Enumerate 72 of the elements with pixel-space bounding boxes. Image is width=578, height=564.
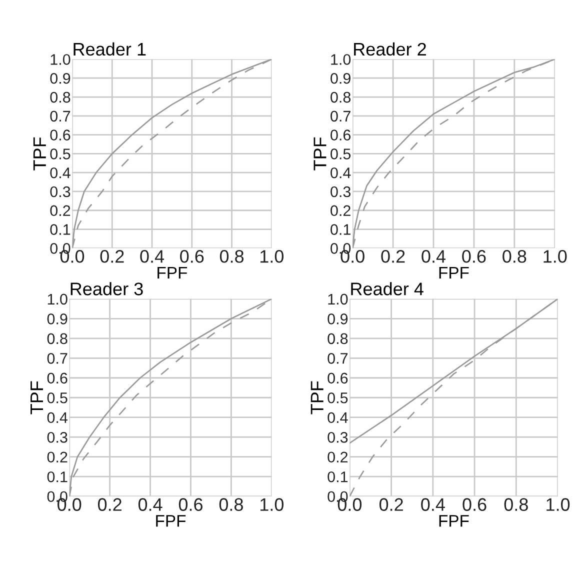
chart-title: Reader 3 (70, 282, 143, 296)
y-tick-label: 0.4 (328, 412, 348, 424)
y-tick-label: 1.0 (48, 294, 68, 305)
x-tick-label: 0.6 (462, 250, 486, 263)
x-axis-title: FPF (156, 515, 186, 527)
x-tick-label: 0.2 (98, 498, 122, 511)
y-tick-label: 0.1 (328, 471, 348, 482)
y-tick-label: 0.5 (328, 392, 348, 404)
y-tick-label: 0.6 (328, 372, 348, 384)
x-tick-label: 0.2 (379, 498, 403, 511)
y-tick-label: 0.6 (47, 372, 68, 384)
x-tick-label: 1.0 (260, 250, 284, 263)
chart-title: Reader 1 (74, 42, 146, 56)
y-tick-label: 0.7 (328, 353, 348, 364)
chart-title: Reader 2 (354, 42, 426, 56)
y-tick-label: 0.1 (47, 471, 68, 482)
y-tick-label: 1.0 (328, 294, 348, 305)
y-tick-label: 0.5 (47, 392, 68, 404)
x-axis-title: FPF (439, 515, 469, 527)
y-tick-label: 0.8 (47, 333, 68, 344)
x-tick-label: 0.8 (220, 250, 244, 263)
x-tick-label: 1.0 (544, 250, 567, 263)
y-axis-title: TPF (310, 381, 324, 414)
y-tick-label: 0.9 (50, 72, 70, 84)
chart-title: Reader 4 (351, 282, 424, 296)
y-tick-label: 0.8 (330, 92, 351, 103)
x-tick-label: 0.8 (504, 498, 528, 511)
x-axis-title: FPF (158, 266, 188, 278)
y-tick-label: 0.3 (47, 432, 68, 443)
x-tick-label: 0.8 (502, 250, 526, 263)
y-tick-label: 0.9 (328, 314, 348, 324)
x-tick-label: 1.0 (260, 498, 284, 511)
y-tick-label: 0.2 (47, 452, 68, 463)
y-tick-label: 0.5 (50, 148, 70, 160)
y-tick-label: 0.6 (50, 130, 70, 140)
y-axis-title: TPF (30, 381, 43, 414)
y-tick-label: 0.7 (330, 110, 350, 122)
y-tick-label: 0.2 (328, 452, 348, 463)
x-tick-label: 0.6 (178, 498, 202, 511)
y-tick-label: 0.4 (330, 167, 351, 178)
x-tick-label: 0.8 (219, 498, 243, 511)
y-tick-label: 0.6 (330, 130, 351, 140)
x-tick-label: 0.4 (138, 498, 162, 511)
x-tick-label: 0.4 (140, 250, 164, 263)
y-tick-label: 1.0 (50, 54, 70, 65)
y-tick-label: 0.3 (328, 432, 348, 443)
y-tick-label: 0.4 (47, 412, 68, 424)
y-tick-label: 0.7 (50, 110, 70, 122)
y-tick-label: 0.9 (47, 314, 68, 324)
x-tick-label: 0.2 (381, 250, 405, 263)
y-axis-title: TPF (33, 137, 46, 170)
y-tick-label: 1.0 (331, 54, 351, 65)
y-axis-title: TPF (314, 137, 326, 170)
x-tick-label: 1.0 (546, 498, 570, 511)
y-tick-label: 0.9 (330, 72, 350, 84)
y-tick-label: 0.2 (50, 205, 70, 216)
x-tick-label: 0.2 (100, 250, 124, 263)
x-tick-label: 0.6 (180, 250, 204, 263)
x-tick-label: 0.4 (421, 498, 445, 511)
y-tick-label: 0.8 (50, 92, 70, 103)
y-tick-label: 0.1 (50, 224, 70, 235)
y-tick-label: 0.2 (330, 205, 350, 216)
x-tick-label: 0.4 (422, 250, 446, 263)
y-tick-label: 0.3 (330, 186, 351, 198)
y-tick-label: 0.7 (47, 353, 68, 364)
y-tick-label: 0.8 (328, 333, 348, 344)
y-tick-label: 0.5 (330, 148, 351, 160)
x-tick-label: 0.6 (462, 498, 486, 511)
y-tick-label: 0.1 (330, 224, 350, 235)
x-axis-title: FPF (439, 266, 469, 278)
y-tick-label: 0.4 (50, 167, 70, 178)
y-tick-label: 0.3 (50, 186, 70, 198)
